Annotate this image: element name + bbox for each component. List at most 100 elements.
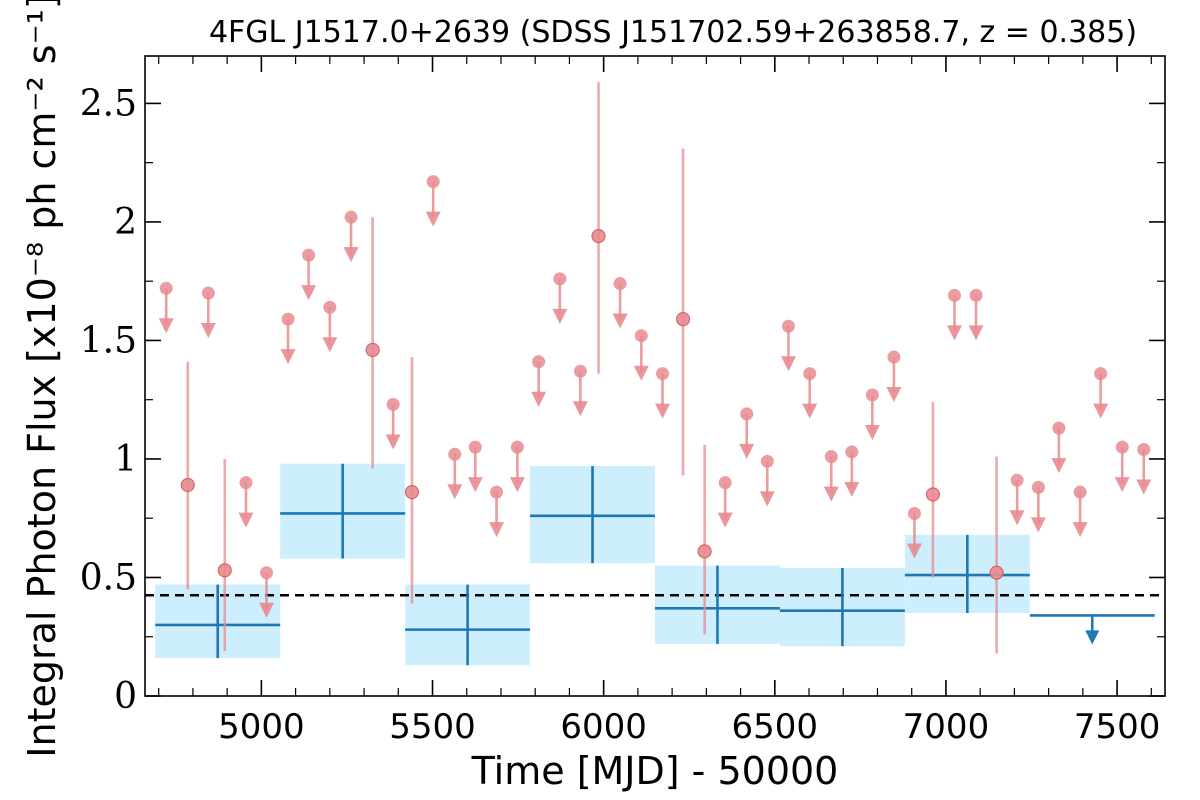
upper-limit-arrow	[886, 387, 902, 403]
upper-limit-point	[760, 454, 774, 468]
upper-limit-point	[260, 566, 274, 580]
axis-ticks: 5000 5500 6000 6500 7000 7500 0 0.5 1 1.5 2 2.5	[80, 56, 1165, 747]
short-bin-point	[591, 229, 606, 244]
short-bin-point	[365, 342, 380, 358]
upper-limit-point	[490, 485, 504, 499]
upper-limit-arrow	[1072, 522, 1088, 538]
upper-limit-point	[510, 440, 524, 454]
x-tick-label: 5000	[218, 707, 305, 747]
upper-limit-arrow	[717, 512, 733, 528]
upper-limit-point	[887, 350, 901, 364]
short-bin-point	[675, 312, 691, 327]
upper-limit-point	[947, 288, 961, 302]
upper-limit-arrow	[425, 211, 441, 227]
x-tick-label: 6500	[732, 707, 819, 747]
upper-limit-arrow	[158, 318, 174, 334]
upper-limit-point	[532, 355, 546, 369]
upper-limit-arrow	[1136, 479, 1152, 495]
x-tick-label: 6000	[560, 707, 647, 747]
y-tick-label: 0	[114, 676, 137, 717]
upper-limit-arrow	[1051, 458, 1067, 474]
upper-limit-arrow	[864, 424, 880, 440]
upper-limit-arrow	[1114, 477, 1130, 493]
upper-limit-point	[865, 388, 879, 402]
x-axis-label: Time [MJD] - 50000	[471, 749, 839, 793]
upper-limit-point	[1094, 367, 1108, 381]
upper-limit-point	[344, 210, 358, 224]
x-tick-label: 7000	[903, 707, 990, 747]
upper-limit-arrow	[572, 401, 588, 417]
upper-limit-arrow	[259, 602, 275, 618]
upper-limit-arrow	[322, 337, 338, 353]
upper-limit-point	[656, 367, 670, 381]
upper-limit-arrow	[739, 443, 755, 459]
upper-limit-point	[573, 364, 587, 378]
upper-limit-arrow	[906, 543, 922, 559]
upper-limit-arrow	[200, 323, 216, 339]
upper-limit-point	[448, 447, 462, 461]
upper-limit-point	[781, 319, 795, 333]
upper-limit-point	[969, 288, 983, 302]
short-bin-point	[989, 565, 1004, 580]
upper-limit-point	[845, 445, 859, 459]
upper-limit-arrow	[802, 403, 818, 419]
short-bin-point	[697, 544, 712, 559]
upper-limit-arrow	[343, 247, 359, 263]
upper-limit-point	[634, 329, 648, 343]
upper-limit-arrow	[612, 313, 628, 329]
upper-limit-arrow	[1030, 517, 1046, 533]
upper-limit-arrow	[946, 325, 962, 341]
upper-limit-arrow	[780, 356, 796, 372]
upper-limit-arrow	[968, 325, 984, 341]
y-tick-label: 1	[114, 439, 137, 480]
upper-limit-point	[468, 440, 482, 454]
upper-limit-point	[907, 506, 921, 520]
upper-limit-point	[1137, 442, 1151, 456]
upper-limit-point	[718, 476, 732, 490]
upper-limit-arrow	[447, 484, 463, 500]
upper-limit-point	[302, 248, 316, 262]
upper-limit-point	[740, 407, 754, 421]
upper-limit-point	[1115, 440, 1129, 454]
upper-limit-arrow	[844, 481, 860, 497]
upper-limit-arrow	[509, 477, 525, 493]
short-bin-point	[180, 477, 195, 493]
upper-limit-arrow	[301, 285, 317, 301]
short-bin-point	[217, 563, 232, 578]
upper-limit-arrow	[1009, 510, 1025, 526]
upper-limit-point	[824, 450, 838, 464]
upper-limit-point	[426, 175, 440, 189]
upper-limit-arrow	[552, 308, 568, 324]
plot-frame	[144, 55, 1166, 697]
chart-title: 4FGL J1517.0+2639 (SDSS J151702.59+26385…	[209, 15, 1137, 50]
y-axis-label: Integral Photon Flux [x10⁻⁸ ph cm⁻² s⁻¹]	[20, 0, 64, 758]
upper-limit-arrow	[489, 522, 505, 538]
upper-limit-arrow	[531, 391, 547, 407]
long-bin-upper-limit-arrow	[1085, 630, 1100, 645]
upper-limit-point	[239, 476, 253, 490]
upper-limit-point	[386, 397, 400, 411]
short-bin-point	[925, 487, 941, 502]
upper-limit-arrow	[385, 434, 401, 450]
upper-limit-point	[159, 281, 173, 295]
x-tick-label: 7500	[1074, 707, 1161, 747]
x-tick-label: 5500	[389, 707, 476, 747]
y-tick-label: 1.5	[80, 320, 137, 361]
y-tick-label: 2.5	[80, 83, 137, 124]
upper-limit-arrow	[1093, 403, 1109, 419]
upper-limit-arrow	[655, 403, 671, 419]
upper-limit-arrow	[633, 365, 649, 381]
upper-limit-point	[553, 272, 567, 286]
upper-limit-arrow	[823, 486, 839, 502]
upper-limit-arrow	[759, 491, 775, 507]
upper-limit-point	[1052, 421, 1066, 435]
upper-limit-arrow	[467, 477, 483, 493]
upper-limit-arrow	[238, 512, 254, 528]
upper-limit-point	[201, 286, 215, 300]
y-tick-label: 2	[114, 202, 137, 243]
upper-limit-point	[803, 367, 817, 381]
upper-limit-point	[1010, 473, 1024, 487]
upper-limit-arrow	[280, 349, 296, 365]
upper-limit-point	[613, 277, 627, 291]
